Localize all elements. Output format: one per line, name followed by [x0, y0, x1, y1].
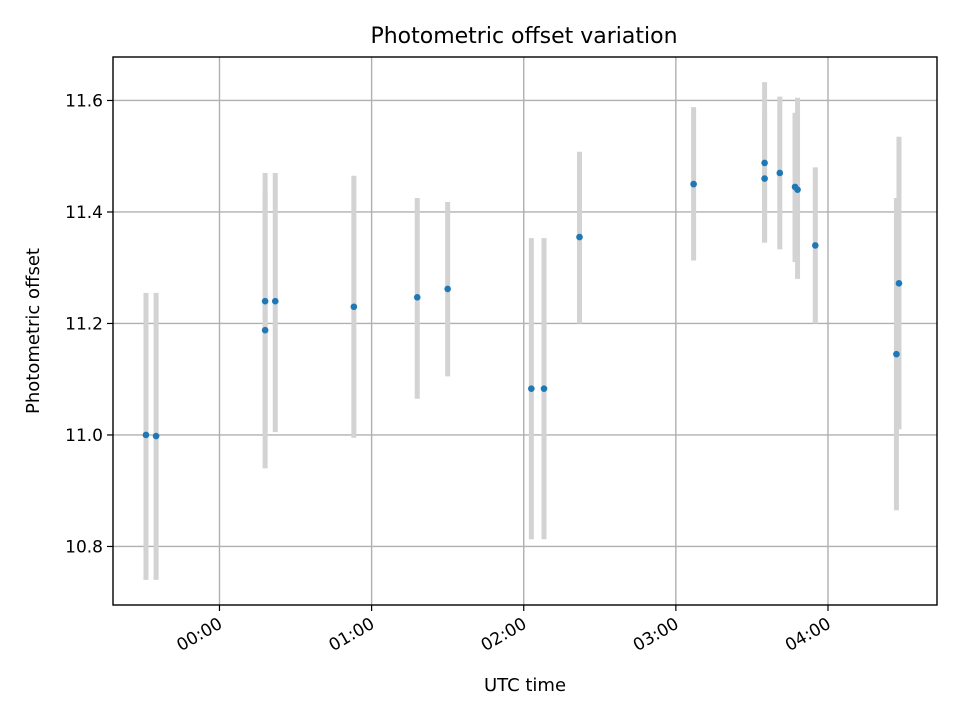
chart-title: Photometric offset variation [370, 24, 677, 49]
y-axis-label: Photometric offset [23, 248, 44, 414]
data-point [413, 293, 421, 301]
data-point [152, 432, 160, 440]
y-tick-label: 11.2 [65, 314, 103, 334]
data-point [776, 169, 784, 177]
data-point [794, 186, 801, 193]
data-point [271, 297, 279, 305]
grid [113, 57, 937, 605]
plot-frame [112, 56, 938, 606]
data-point [761, 159, 768, 167]
data-points [142, 159, 903, 440]
data-point [261, 297, 269, 305]
y-tick-label: 11.4 [65, 203, 103, 223]
x-tick-label: 03:00 [630, 614, 682, 656]
data-point [540, 385, 548, 392]
y-tick-label: 11.0 [65, 426, 103, 446]
x-axis-ticks: 00:00 01:00 02:00 03:00 04:00 [174, 605, 834, 656]
data-point [893, 350, 900, 358]
data-point [528, 385, 535, 392]
data-point [350, 303, 358, 311]
x-axis-label: UTC time [484, 675, 566, 696]
data-point [444, 285, 451, 293]
y-tick-label: 10.8 [65, 537, 103, 557]
data-point [761, 175, 768, 182]
data-point [261, 326, 269, 334]
data-point [576, 233, 583, 241]
y-tick-label: 11.6 [65, 91, 103, 111]
data-point [895, 280, 903, 287]
x-tick-label: 01:00 [326, 614, 378, 656]
data-point [812, 242, 819, 249]
x-tick-label: 04:00 [782, 614, 834, 656]
error-bars [143, 82, 902, 580]
x-tick-label: 00:00 [174, 614, 226, 656]
data-point [690, 180, 697, 188]
data-point [142, 431, 150, 439]
y-axis-ticks: 10.8 11.0 11.2 11.4 11.6 [65, 91, 113, 557]
x-tick-label: 02:00 [478, 614, 530, 656]
